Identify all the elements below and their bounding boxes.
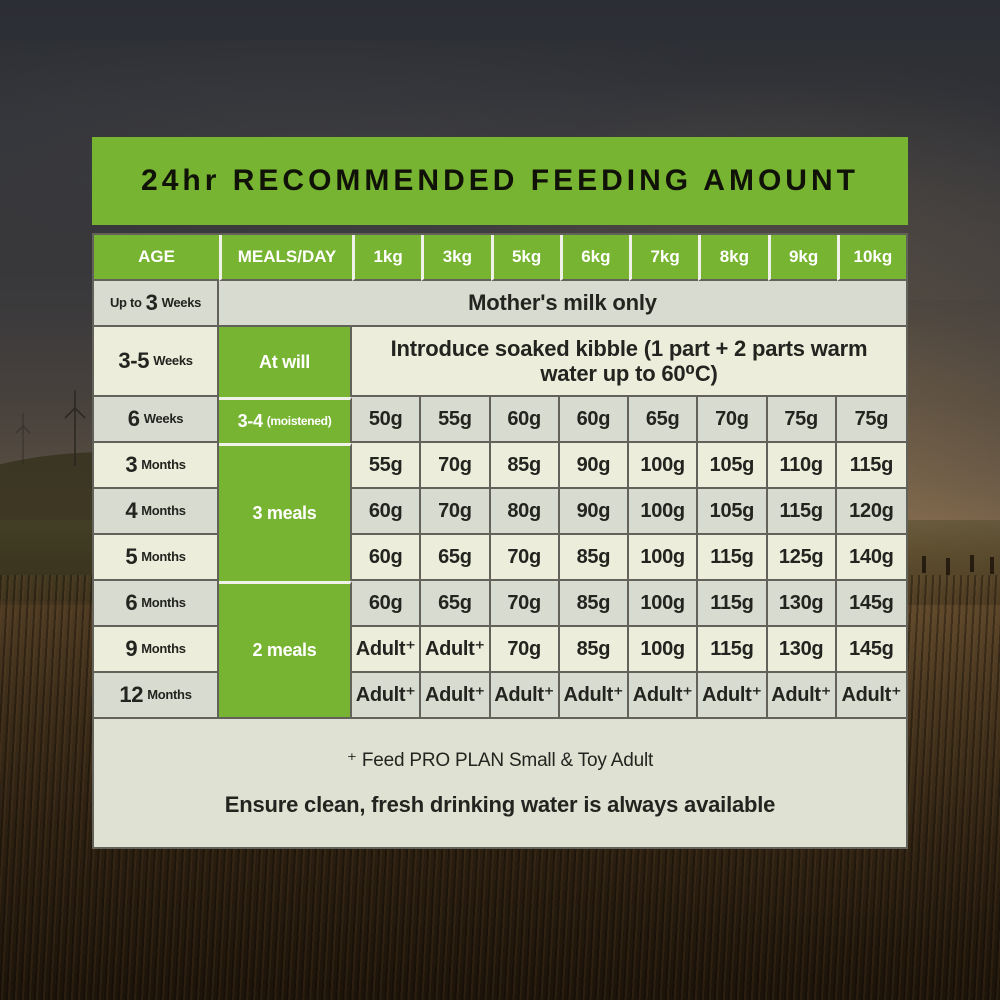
column-header-3kg: 3kg [421,235,491,281]
wind-turbine-icon [15,413,31,464]
meals-cell: 2 meals [219,581,352,717]
amount-cell: Adult⁺ [559,673,629,717]
amount-cell: 90g [559,489,629,535]
age-cell: Up to 3 Weeks [94,281,219,327]
table-title-bar: 24hr RECOMMENDED FEEDING AMOUNT [92,137,908,225]
merged-cell: Mother's milk only [219,281,906,327]
merged-cell: Introduce soaked kibble (1 part + 2 part… [352,327,906,397]
amount-cell: 60g [490,397,560,443]
amount-cell: 70g [421,443,491,489]
amount-cell: 115g [698,581,768,627]
fence-post [946,558,950,575]
age-cell: 5 Months [94,535,219,581]
column-header-meals-day: MEALS/DAY [219,235,352,281]
age-cell: 3-5 Weeks [94,327,219,397]
age-cell: 12 Months [94,673,219,717]
amount-cell: 60g [352,581,422,627]
amount-cell: 85g [559,535,629,581]
column-header-8kg: 8kg [698,235,768,281]
amount-cell: 75g [767,397,837,443]
amount-cell: 60g [352,535,422,581]
amount-cell: 100g [629,627,699,673]
amount-cell: 60g [559,397,629,443]
amount-cell: 55g [352,443,422,489]
amount-cell: Adult⁺ [421,673,491,717]
adult-feed-footnote: ⁺ Feed PRO PLAN Small & Toy Adult [346,749,654,771]
amount-cell: 65g [421,581,491,627]
amount-cell: Adult⁺ [352,673,422,717]
fence-post [990,557,994,574]
amount-cell: 65g [421,535,491,581]
amount-cell: 110g [767,443,837,489]
feeding-grid: AGE MEALS/DAY 1kg 3kg 5kg 6kg 7kg 8kg 9kg 10kg Up … [92,233,908,719]
column-header-1kg: 1kg [352,235,422,281]
amount-cell: 70g [490,581,560,627]
table-footer: ⁺ Feed PRO PLAN Small & Toy Adult Ensure… [92,719,908,849]
amount-cell: 60g [352,489,422,535]
amount-cell: 100g [629,489,699,535]
amount-cell: 55g [421,397,491,443]
fence-post [922,556,926,573]
column-header-9kg: 9kg [767,235,837,281]
amount-cell: 90g [559,443,629,489]
amount-cell: 140g [836,535,906,581]
amount-cell: 120g [836,489,906,535]
amount-cell: 70g [421,489,491,535]
amount-cell: 115g [698,627,768,673]
age-cell: 6 Months [94,581,219,627]
amount-cell: 75g [836,397,906,443]
water-note: Ensure clean, fresh drinking water is al… [224,791,776,817]
amount-cell: 105g [698,443,768,489]
fence-post [970,555,974,572]
amount-cell: 80g [490,489,560,535]
amount-cell: Adult⁺ [836,673,906,717]
table-title: 24hr RECOMMENDED FEEDING AMOUNT [141,164,859,197]
amount-cell: 115g [698,535,768,581]
amount-cell: 100g [629,443,699,489]
meals-cell: 3 meals [219,443,352,581]
feeding-guide-panel: 24hr RECOMMENDED FEEDING AMOUNT AGE MEALS… [92,137,908,849]
amount-cell: 115g [767,489,837,535]
amount-cell: Adult⁺ [698,673,768,717]
amount-cell: 85g [559,581,629,627]
amount-cell: 50g [352,397,422,443]
column-header-7kg: 7kg [629,235,699,281]
column-header-6kg: 6kg [559,235,629,281]
amount-cell: 130g [767,581,837,627]
amount-cell: 70g [698,397,768,443]
column-header-5kg: 5kg [490,235,560,281]
meals-cell: 3-4 (moistened) [219,397,352,443]
amount-cell: 105g [698,489,768,535]
age-cell: 6 Weeks [94,397,219,443]
amount-cell: 70g [490,535,560,581]
amount-cell: Adult⁺ [352,627,422,673]
amount-cell: 85g [490,443,560,489]
amount-cell: Adult⁺ [629,673,699,717]
amount-cell: Adult⁺ [490,673,560,717]
amount-cell: Adult⁺ [767,673,837,717]
amount-cell: 70g [490,627,560,673]
amount-cell: 85g [559,627,629,673]
amount-cell: 145g [836,581,906,627]
amount-cell: 100g [629,581,699,627]
amount-cell: 65g [629,397,699,443]
amount-cell: 130g [767,627,837,673]
age-cell: 3 Months [94,443,219,489]
meals-cell: At will [219,327,352,397]
amount-cell: Adult⁺ [421,627,491,673]
age-cell: 9 Months [94,627,219,673]
amount-cell: 145g [836,627,906,673]
amount-cell: 125g [767,535,837,581]
wind-turbine-icon [64,390,86,466]
age-cell: 4 Months [94,489,219,535]
amount-cell: 115g [836,443,906,489]
amount-cell: 100g [629,535,699,581]
column-header-10kg: 10kg [836,235,906,281]
column-header-age: AGE [94,235,219,281]
